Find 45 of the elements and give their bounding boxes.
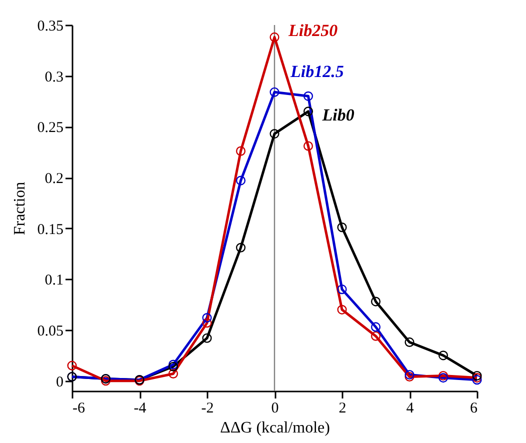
- x-tick-label: -2: [201, 400, 214, 416]
- point: [303, 106, 314, 116]
- y-tick-label: 0.1: [44, 272, 64, 289]
- point: [67, 360, 77, 370]
- point: [202, 318, 212, 328]
- series-label: Lib12.5: [290, 62, 344, 82]
- point: [168, 368, 178, 378]
- point: [270, 32, 280, 42]
- x-tick-label: 4: [406, 400, 414, 416]
- y-tick-label: 0.25: [37, 120, 64, 136]
- x-tick-label: 6: [470, 400, 478, 416]
- point: [438, 370, 448, 381]
- point: [370, 331, 381, 341]
- y-axis-title: Fraction: [11, 182, 28, 236]
- y-tick-label: 0.05: [37, 324, 64, 340]
- point: [236, 146, 246, 156]
- point: [438, 373, 448, 383]
- series-label: Lib250: [288, 21, 338, 40]
- y-tick-label: 0.2: [44, 171, 64, 187]
- point: [337, 222, 347, 232]
- x-axis-title: ΔΔG (kcal/mole): [220, 420, 330, 436]
- point: [404, 337, 414, 347]
- point: [236, 176, 246, 186]
- point: [202, 333, 212, 343]
- point: [370, 296, 381, 306]
- series-label: Lib0: [321, 105, 355, 124]
- x-tick-label: -6: [72, 400, 86, 416]
- y-tick-label: 0.35: [37, 18, 64, 34]
- point: [337, 304, 347, 314]
- point: [472, 370, 482, 381]
- point: [270, 129, 280, 139]
- point: [202, 313, 212, 323]
- point: [370, 322, 381, 332]
- x-tick-label: 0: [271, 400, 279, 416]
- point: [438, 350, 448, 360]
- x-tick-label: -4: [134, 400, 147, 416]
- x-tick-label: 2: [338, 400, 346, 416]
- y-tick-label: 0.15: [37, 222, 64, 238]
- point: [270, 87, 280, 97]
- y-tick-label: 0: [56, 374, 64, 390]
- point: [303, 141, 314, 151]
- y-tick-label: 0.3: [44, 69, 64, 86]
- point: [337, 284, 347, 294]
- point: [303, 91, 314, 101]
- point: [236, 242, 246, 252]
